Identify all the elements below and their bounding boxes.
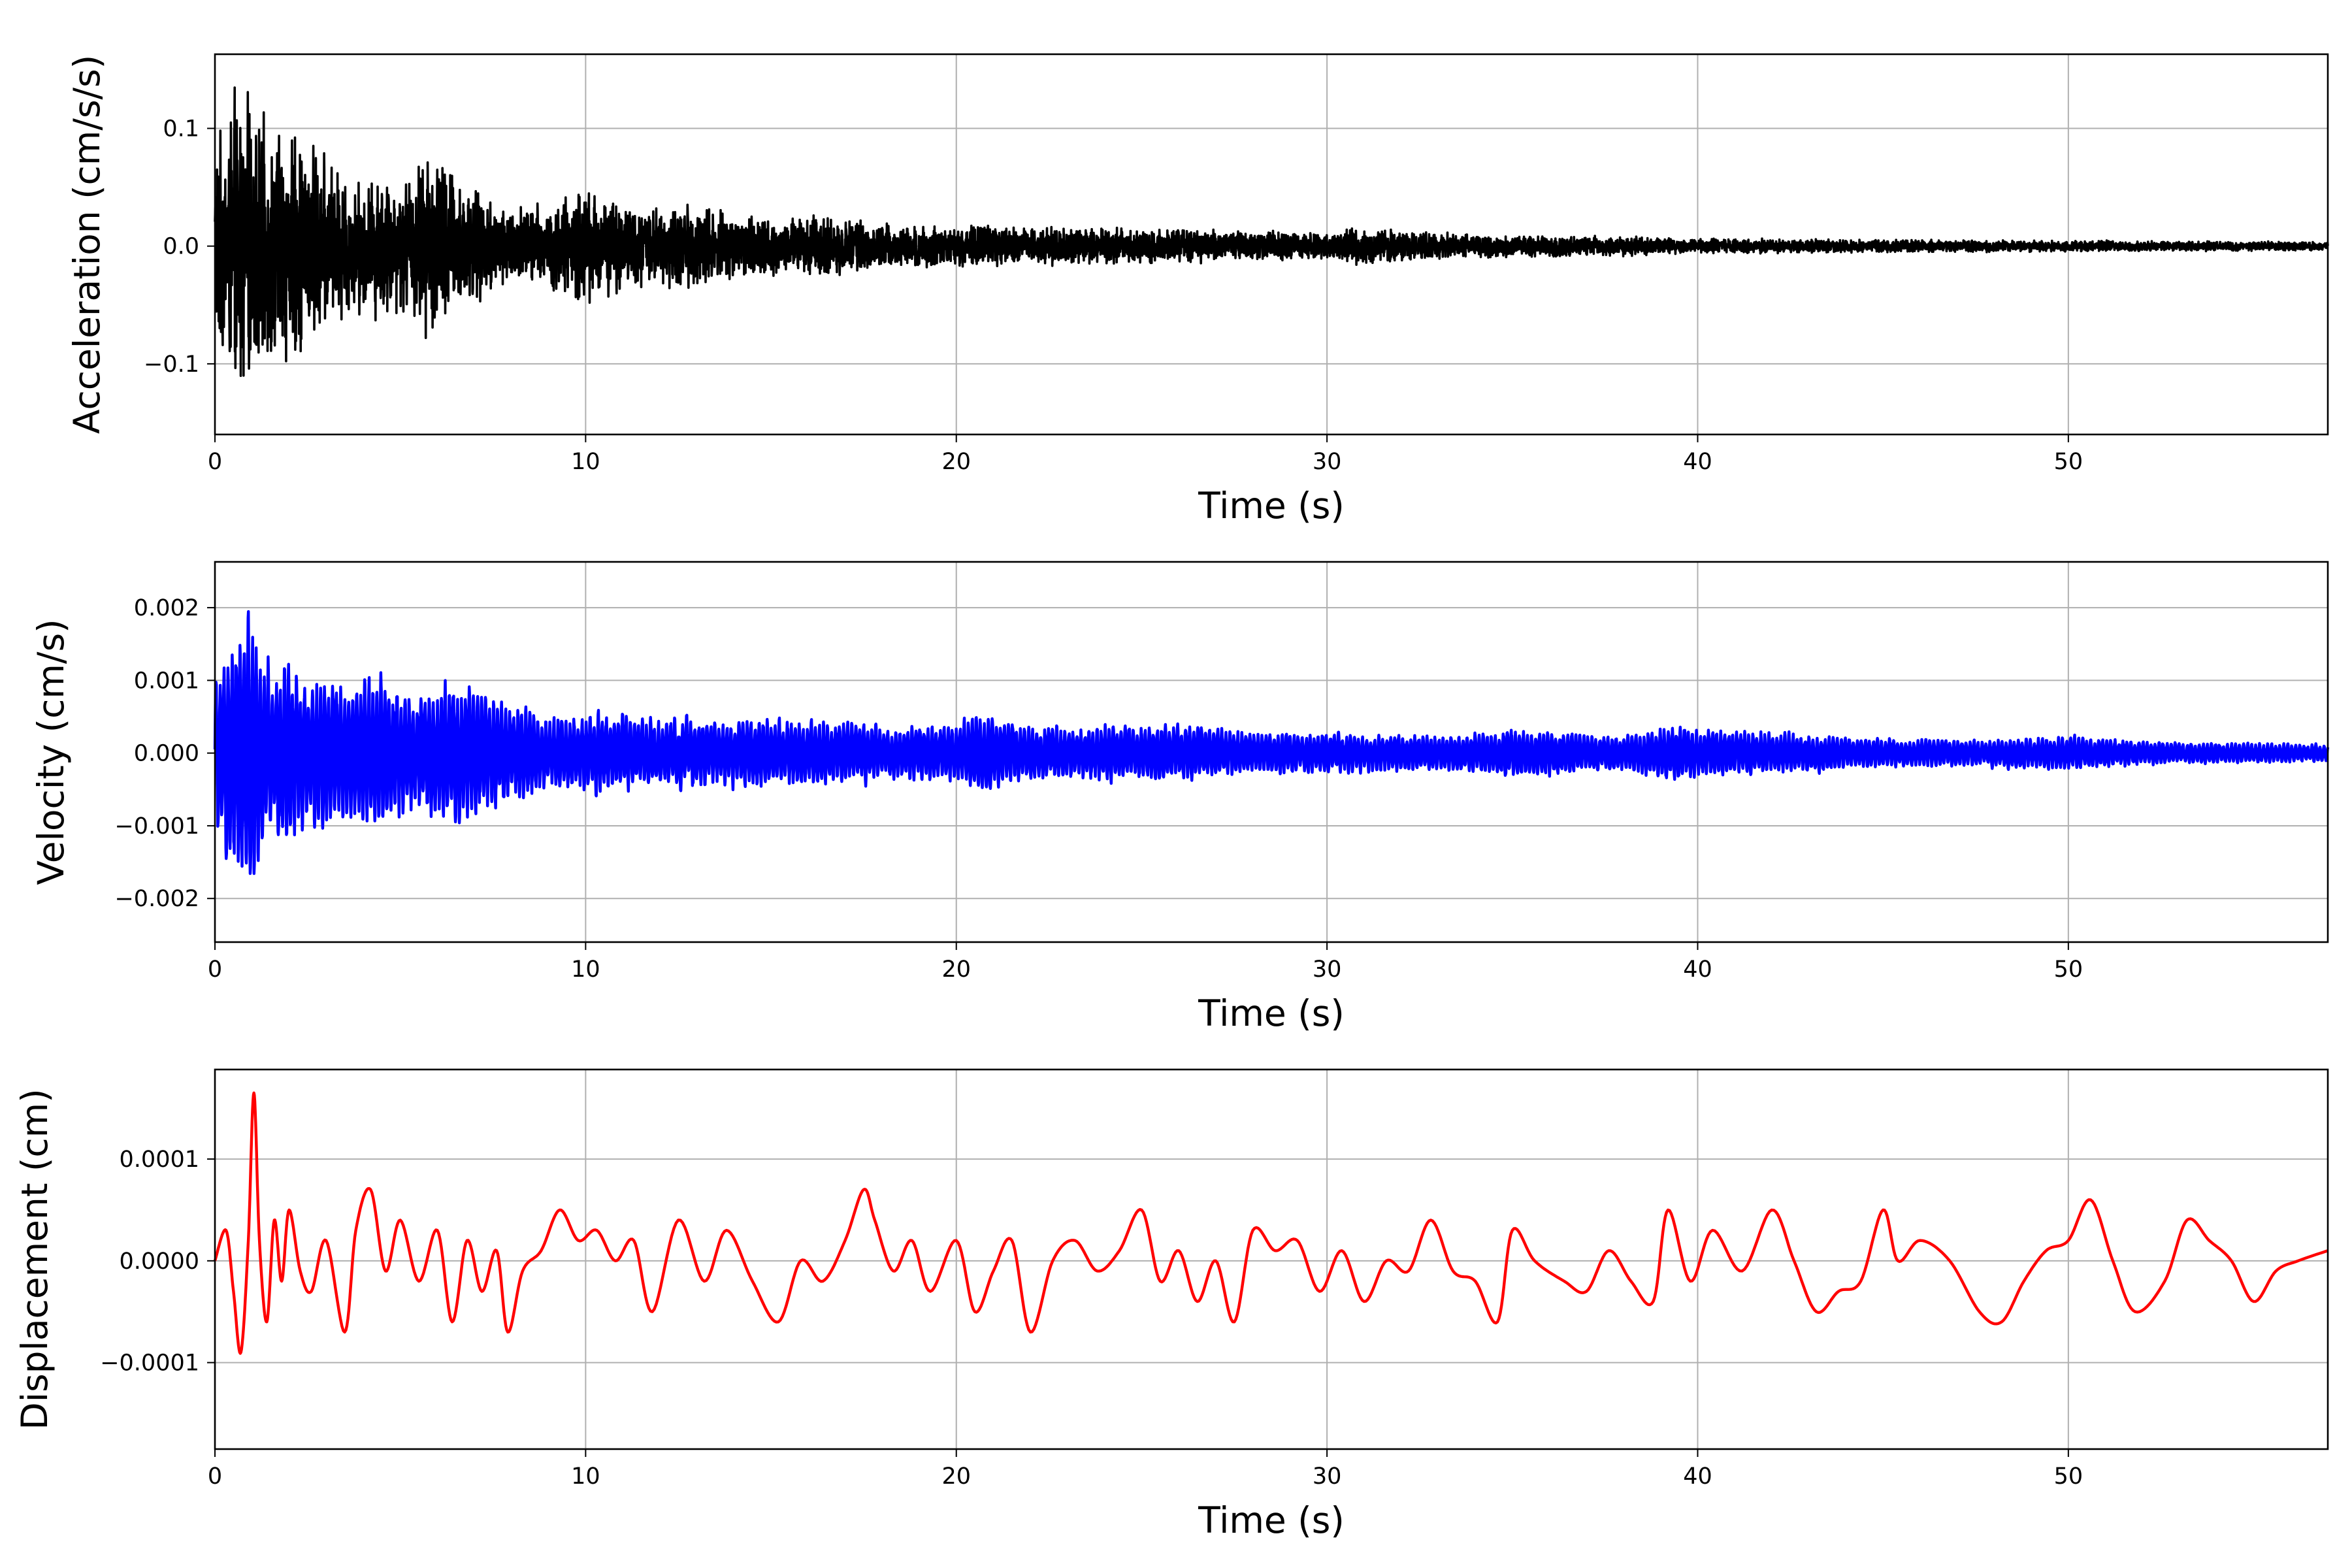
velocity-panel: 0 10 20 30 40 50 −0.002 −0.001 0.000 0.001 0.002 T… [30,561,2330,1034]
displacement-grid [214,1070,2328,1449]
velocity-x-tick-label: 0 [208,956,222,983]
acceleration-y-tick-label: 0.1 [163,116,199,142]
velocity-y-tick-label: 0.002 [134,595,199,621]
velocity-y-tick-label: −0.001 [114,813,199,840]
acceleration-ticks: 0 10 20 30 40 50 −0.1 0.0 0.1 [144,116,2083,475]
acceleration-y-tick-label: 0.0 [163,234,199,260]
velocity-plot-frame [214,561,2329,943]
velocity-x-tick-label: 50 [2054,956,2083,983]
displacement-trace-group [213,1091,2328,1355]
displacement-x-tick-label: 20 [941,1463,971,1490]
acceleration-trace-group [214,86,2329,377]
acceleration-x-tick-label: 20 [941,449,971,475]
displacement-plot-frame [214,1068,2329,1450]
velocity-y-tick-label: 0.001 [134,668,199,694]
displacement-y-tick-label: 0.0000 [120,1249,199,1275]
velocity-y-tick-label: 0.000 [134,741,199,767]
displacement-y-tick-label: 0.0001 [120,1147,199,1173]
displacement-x-tick-label: 40 [1683,1463,1712,1490]
velocity-y-axis-label: Velocity (cm/s) [30,619,72,885]
velocity-x-tick-label: 10 [571,956,600,983]
velocity-y-tick-label: −0.002 [114,886,199,912]
acceleration-series-line [214,86,2329,377]
displacement-x-tick-label: 30 [1313,1463,1342,1490]
displacement-x-axis-label: Time (s) [1198,1499,1345,1541]
acceleration-x-tick-label: 50 [2054,449,2083,475]
velocity-series-line [213,610,2330,875]
acceleration-plot-frame [214,53,2329,436]
acceleration-y-tick-label: −0.1 [144,351,199,378]
acceleration-panel: 0 10 20 30 40 50 −0.1 0.0 0.1 Time (s) Accelerat… [66,53,2329,527]
displacement-x-tick-label: 0 [208,1463,222,1490]
acceleration-x-tick-label: 40 [1683,449,1712,475]
acceleration-y-axis-label: Acceleration (cm/s/s) [66,55,108,434]
acceleration-x-tick-label: 0 [208,449,222,475]
velocity-ticks: 0 10 20 30 40 50 −0.002 −0.001 0.000 0.001 0.002 [114,595,2083,983]
velocity-x-axis-label: Time (s) [1198,992,1345,1034]
displacement-ticks: 0 10 20 30 40 50 −0.0001 0.0000 0.0001 [100,1147,2083,1490]
displacement-y-tick-label: −0.0001 [100,1350,199,1377]
velocity-x-tick-label: 20 [941,956,971,983]
displacement-series-line [213,1091,2328,1355]
displacement-x-tick-label: 50 [2054,1463,2083,1490]
acceleration-x-axis-label: Time (s) [1198,485,1345,527]
velocity-trace-group [213,610,2330,875]
velocity-x-tick-label: 40 [1683,956,1712,983]
acceleration-x-tick-label: 10 [571,449,600,475]
displacement-x-tick-label: 10 [571,1463,600,1490]
displacement-y-axis-label: Displacement (cm) [14,1088,56,1429]
acceleration-x-tick-label: 30 [1313,449,1342,475]
velocity-x-tick-label: 30 [1313,956,1342,983]
